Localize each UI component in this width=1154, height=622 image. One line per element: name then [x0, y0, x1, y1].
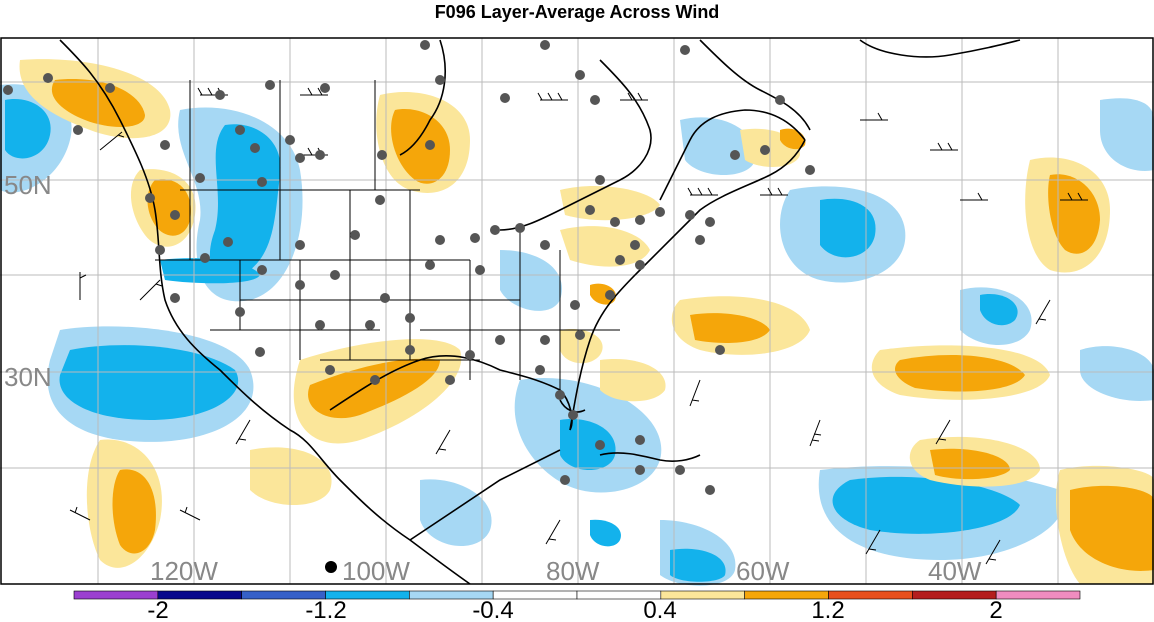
colorbar-tick-label: 2: [989, 597, 1002, 622]
colorbar-tick-label: -1.2: [305, 597, 346, 622]
contour-fills: [0, 59, 1154, 586]
lon-label-60w: 60W: [736, 556, 790, 586]
lon-label-40w: 40W: [928, 556, 982, 586]
colorbar-tick-label: -0.4: [472, 597, 513, 622]
colorbar-segment: [73, 590, 159, 600]
colorbar-tick-label: 0.4: [643, 597, 676, 622]
graticule: [0, 38, 1154, 584]
map-frame: [0, 37, 1154, 585]
lon-label-80w: 80W: [546, 556, 600, 586]
colorbar-segment: [912, 590, 997, 600]
observation-stations: [3, 40, 815, 495]
lon-label-100w: 100W: [342, 556, 410, 586]
colorbar-segment: [995, 590, 1081, 600]
coastlines: [59, 39, 1021, 585]
colorbar-tick-label: -2: [147, 597, 168, 622]
colorbar-tick-label: 1.2: [811, 597, 844, 622]
lon-label-120w: 120W: [150, 556, 218, 586]
political-boundaries: [155, 80, 620, 400]
highlight-station-marker: [325, 561, 337, 573]
map-title: F096 Layer-Average Across Wind: [434, 2, 720, 22]
colorbar: [73, 590, 1081, 600]
lat-label-50n: 50N: [4, 170, 52, 200]
lat-label-30n: 30N: [4, 362, 52, 392]
colorbar-segment: [157, 590, 242, 600]
